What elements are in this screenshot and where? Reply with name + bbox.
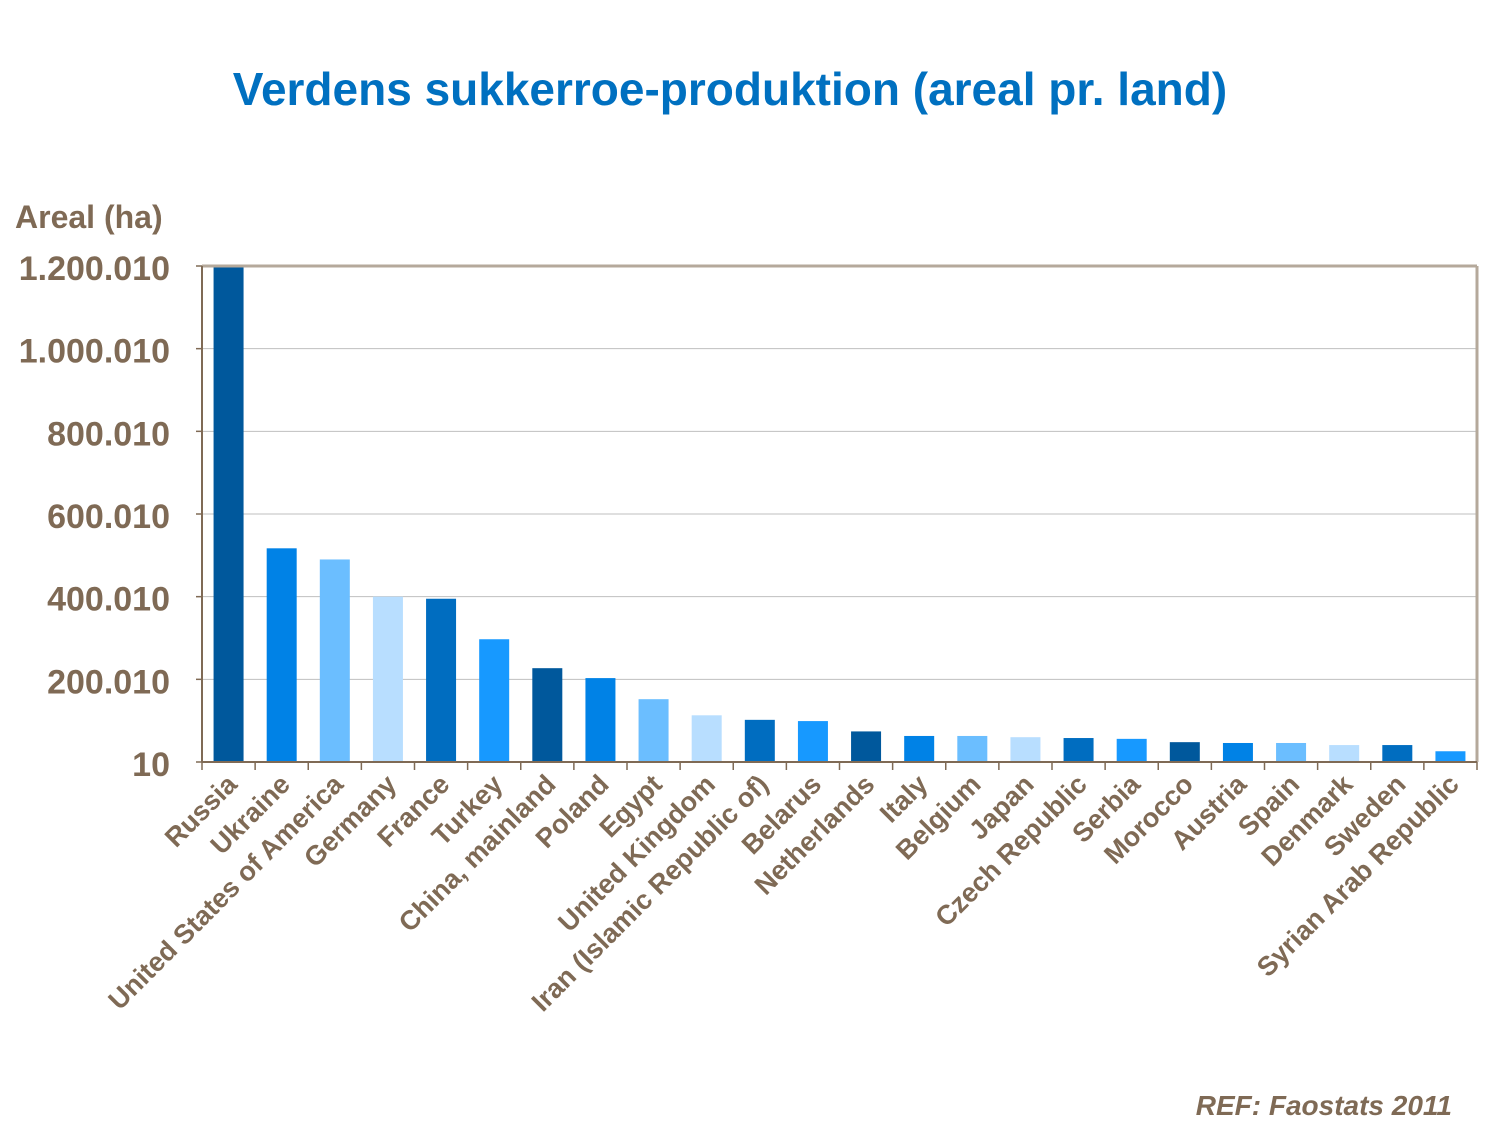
axes [196,264,1479,770]
y-tick-labels: 1.200.010 1.000.010 800.010 600.010 400.010 2… [19,250,170,784]
bar [266,548,297,762]
bar [213,266,244,762]
bar [585,678,616,762]
bar [904,735,935,762]
y-tick-label: 200.010 [47,663,170,701]
bar [1435,751,1466,762]
bar [1222,742,1253,762]
bar [638,699,669,762]
reference-note: REF: Faostats 2011 [1195,1090,1452,1121]
bar [1329,745,1360,762]
bar [479,639,510,762]
bar [851,731,882,762]
bars [213,266,1466,762]
bar [691,715,722,762]
y-tick-label: 800.010 [47,415,170,453]
bar [957,735,988,762]
gridlines [202,348,1477,680]
bar [372,596,403,762]
bar [744,719,775,762]
y-tick-label: 1.000.010 [19,333,170,371]
bar [1169,742,1200,762]
bar [1116,738,1147,762]
bar [319,559,350,762]
bar [532,668,563,762]
bar [1010,737,1041,762]
y-tick-label: 400.010 [47,581,170,619]
y-axis-label: Areal (ha) [15,199,163,235]
bar [1276,742,1307,762]
y-tick-label: 10 [132,746,170,784]
bar [1382,745,1413,762]
y-tick-label: 1.200.010 [19,250,170,288]
bar [797,721,828,762]
y-tick-label: 600.010 [47,498,170,536]
bar [426,598,457,762]
chart-title: Verdens sukkerroe-produktion (areal pr. … [232,63,1228,115]
bar [1063,738,1094,762]
